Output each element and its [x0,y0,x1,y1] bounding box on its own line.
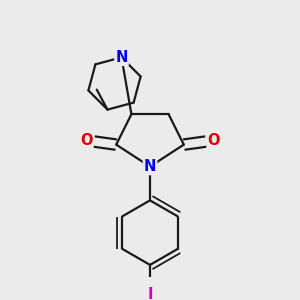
Text: I: I [147,287,153,300]
Text: O: O [80,133,92,148]
Text: N: N [115,50,128,65]
Text: O: O [208,133,220,148]
Text: N: N [144,159,156,174]
